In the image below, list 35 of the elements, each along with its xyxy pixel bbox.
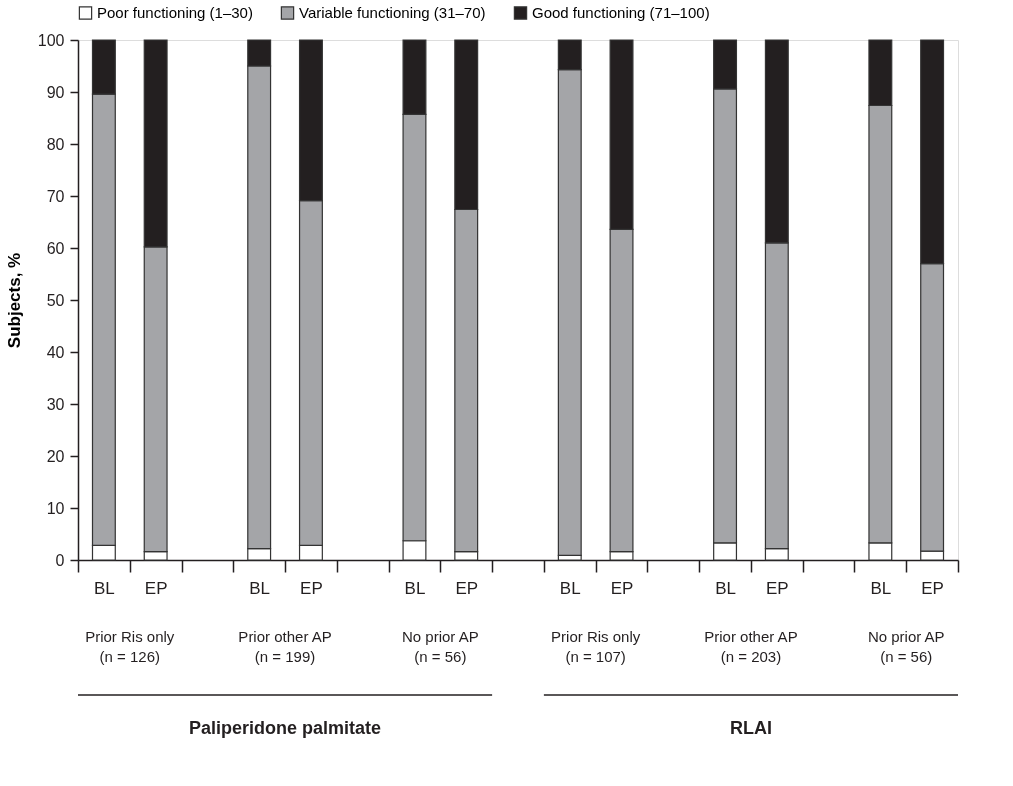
x-tick-label: EP bbox=[921, 578, 944, 598]
x-tick-label: EP bbox=[144, 578, 168, 598]
y-tick-label: 80 bbox=[46, 135, 65, 153]
text: Paliperidone palmitate bbox=[189, 718, 382, 738]
y-tick-label: 100 bbox=[37, 31, 65, 49]
x-tick-label: BL bbox=[559, 578, 581, 598]
x-tick-label: EP bbox=[455, 578, 479, 598]
text: RLAI bbox=[729, 718, 772, 738]
text: No prior AP (n = 56) bbox=[867, 628, 945, 665]
y-tick-label: 50 bbox=[46, 291, 65, 309]
y-tick-label: 90 bbox=[46, 83, 65, 101]
x-tick-label: BL bbox=[93, 578, 115, 598]
x-tick-label: EP bbox=[610, 578, 634, 598]
x-tick-label: EP bbox=[300, 578, 323, 598]
legend-label: Variable functioning (31–70) bbox=[299, 3, 486, 21]
x-tick-label: BL bbox=[404, 578, 426, 598]
x-tick-label: BL bbox=[249, 578, 271, 598]
legend-label: Good functioning (71–100) bbox=[532, 3, 710, 21]
y-tick-label: 60 bbox=[46, 239, 65, 257]
x-tick-label: EP bbox=[765, 578, 789, 598]
text: Prior other AP (n = 199) bbox=[238, 628, 332, 665]
y-tick-label: 20 bbox=[46, 447, 65, 465]
text: Prior Ris only (n = 107) bbox=[551, 628, 641, 665]
y-tick-label: 40 bbox=[46, 343, 65, 361]
x-tick-label: BL bbox=[715, 578, 736, 598]
text: Prior Ris only (n = 126) bbox=[85, 628, 175, 665]
x-tick-label: BL bbox=[870, 578, 892, 598]
y-axis-title: Subjects, % bbox=[4, 252, 24, 349]
text: Prior other AP (n = 203) bbox=[704, 628, 798, 665]
y-tick-label: 10 bbox=[46, 499, 65, 517]
y-tick-label: 70 bbox=[46, 187, 65, 205]
legend-label: Poor functioning (1–30) bbox=[97, 3, 253, 21]
y-tick-label: 30 bbox=[46, 395, 65, 413]
text: No prior AP (n = 56) bbox=[402, 628, 479, 665]
y-tick-label: 0 bbox=[55, 551, 65, 569]
